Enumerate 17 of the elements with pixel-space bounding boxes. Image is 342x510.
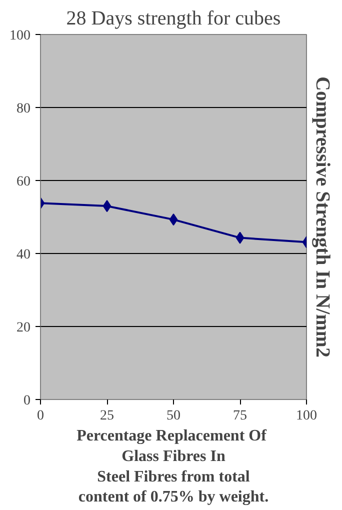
y-tick-label: 0 — [24, 394, 30, 408]
point — [236, 232, 244, 244]
y-tick-label: 100 — [10, 28, 30, 44]
x-tick-label: 75 — [233, 408, 247, 424]
x-tick-label: 0 — [37, 408, 44, 424]
x-axis-title: Percentage Replacement Of Glass Fibres In Steel Fibres from total content of 0.75% by weight. — [76, 428, 269, 506]
point — [169, 214, 178, 226]
chart-title: 28 Days strength for cubes — [66, 8, 281, 30]
y-tick-label: 40 — [16, 248, 30, 262]
x-tick-label: 100 — [296, 408, 317, 424]
y-tick-label: 20 — [16, 320, 30, 336]
point — [102, 200, 112, 212]
x-tick-label: 25 — [100, 408, 114, 424]
y-tick-label: 60 — [16, 174, 30, 190]
y-tick-label: 80 — [16, 102, 30, 116]
x-tick-label: 50 — [166, 408, 180, 424]
y-axis-title: Compressive Strength In N/mm2 — [312, 76, 334, 358]
